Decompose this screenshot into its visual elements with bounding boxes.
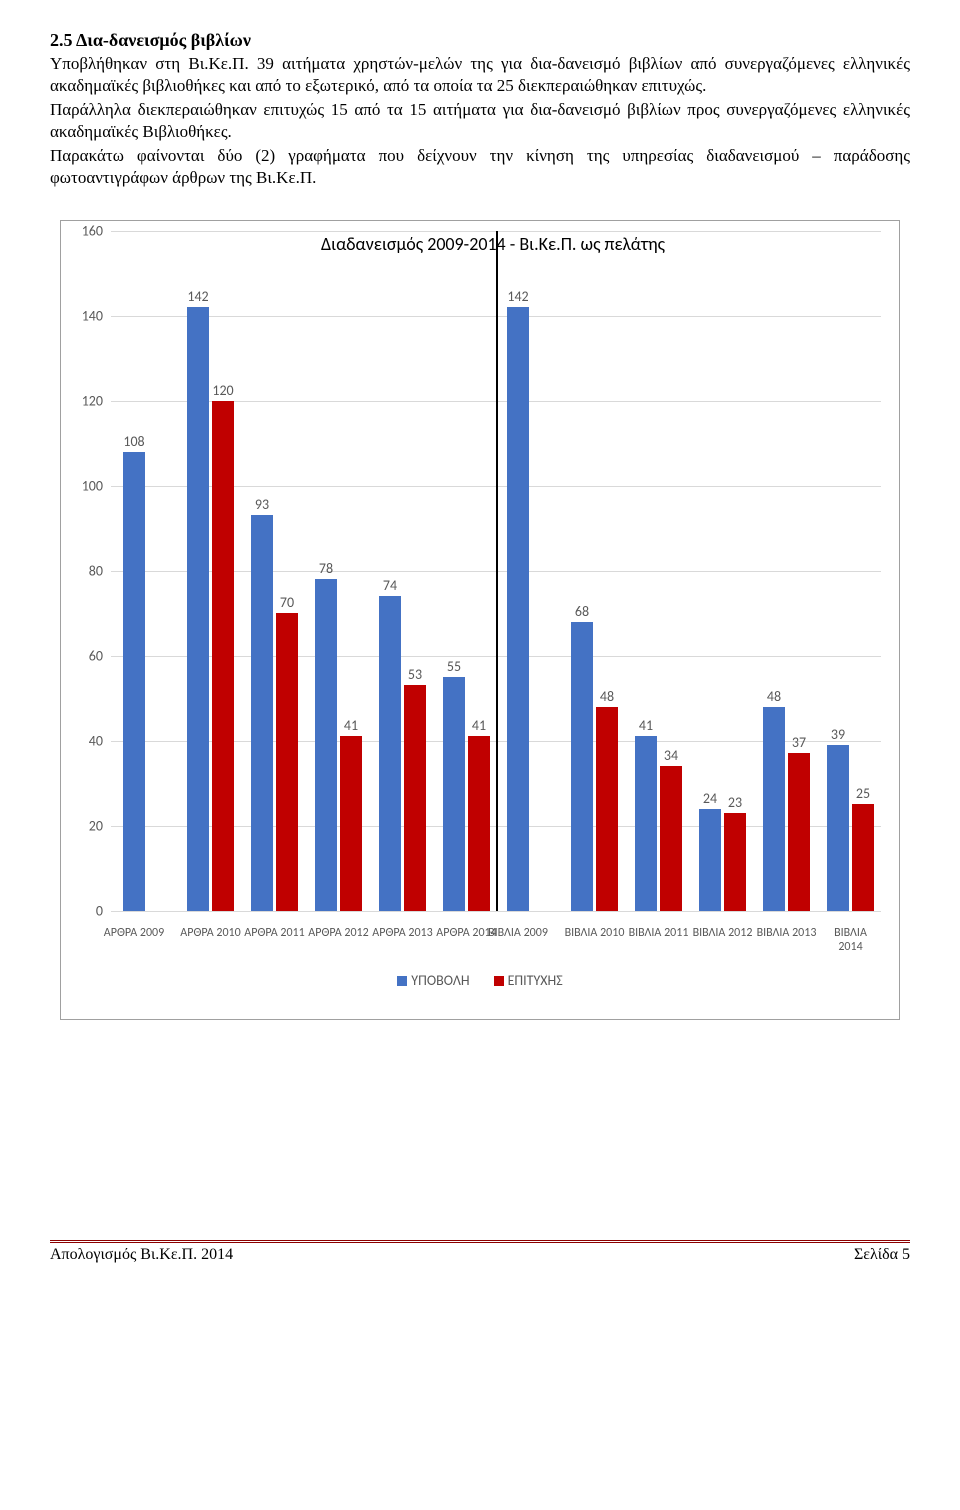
x-axis-label: ΑΡΘΡΑ 2012 — [308, 926, 368, 940]
page-footer: Απολογισμός Βι.Κε.Π. 2014 Σελίδα 5 — [0, 1240, 960, 1264]
bar-value-label: 48 — [600, 688, 614, 707]
chart-divider — [496, 231, 498, 911]
bar-value-label: 70 — [280, 594, 294, 613]
paragraph-2: Παράλληλα διεκπεραιώθηκαν επιτυχώς 15 απ… — [50, 99, 910, 143]
x-axis-label: ΑΡΘΡΑ 2009 — [104, 926, 164, 940]
bar-value-label: 93 — [255, 496, 269, 515]
section-title: 2.5 Δια-δανεισμός βιβλίων — [50, 30, 910, 51]
legend-item: ΥΠΟΒΟΛΗ — [397, 972, 469, 989]
y-axis-label: 100 — [82, 477, 111, 494]
y-axis-label: 80 — [89, 562, 111, 579]
bar-series2: 37 — [788, 753, 810, 910]
x-axis-label: ΒΙΒΛΙΑ 2013 — [757, 926, 817, 940]
bar-series2: 70 — [276, 613, 298, 911]
legend-item: ΕΠΙΤΥΧΗΣ — [494, 972, 563, 989]
x-axis-label: ΒΙΒΛΙΑ 2014 — [834, 926, 867, 954]
bar-series1: 142 — [507, 307, 529, 911]
bar-value-label: 48 — [767, 688, 781, 707]
x-axis-label: ΒΙΒΛΙΑ 2010 — [565, 926, 625, 940]
paragraph-3: Παρακάτω φαίνονται δύο (2) γραφήματα που… — [50, 145, 910, 189]
bar-series2: 48 — [596, 707, 618, 911]
gridline — [111, 911, 881, 912]
bar-value-label: 68 — [575, 603, 589, 622]
y-axis-label: 20 — [89, 817, 111, 834]
bar-value-label: 39 — [831, 726, 845, 745]
bar-series1: 68 — [571, 622, 593, 911]
bar-value-label: 24 — [703, 790, 717, 809]
bar-series2: 41 — [468, 736, 490, 910]
bar-value-label: 142 — [187, 288, 208, 307]
bar-series1: 78 — [315, 579, 337, 911]
footer-left: Απολογισμός Βι.Κε.Π. 2014 — [50, 1246, 233, 1264]
bar-value-label: 108 — [123, 433, 144, 452]
bar-value-label: 41 — [472, 717, 486, 736]
bar-series2: 25 — [852, 804, 874, 910]
y-axis-label: 140 — [82, 307, 111, 324]
x-axis-label: ΑΡΘΡΑ 2010 — [180, 926, 240, 940]
y-axis-label: 60 — [89, 647, 111, 664]
bar-series2: 53 — [404, 685, 426, 910]
bar-value-label: 53 — [408, 666, 422, 685]
bar-value-label: 41 — [344, 717, 358, 736]
bar-series1: 48 — [763, 707, 785, 911]
y-axis-label: 120 — [82, 392, 111, 409]
bar-series1: 55 — [443, 677, 465, 911]
bar-series1: 24 — [699, 809, 721, 911]
bar-series1: 41 — [635, 736, 657, 910]
x-axis-label: ΒΙΒΛΙΑ 2009 — [488, 926, 548, 940]
bar-series1: 93 — [251, 515, 273, 910]
bar-series2: 34 — [660, 766, 682, 911]
y-axis-label: 40 — [89, 732, 111, 749]
bar-chart: Διαδανεισμός 2009-2014 - Βι.Κε.Π. ως πελ… — [60, 220, 900, 1020]
x-axis-label: ΑΡΘΡΑ 2011 — [244, 926, 304, 940]
bar-value-label: 23 — [728, 794, 742, 813]
bar-value-label: 25 — [856, 785, 870, 804]
bar-value-label: 142 — [507, 288, 528, 307]
legend-label: ΕΠΙΤΥΧΗΣ — [508, 972, 563, 989]
x-axis-label: ΒΙΒΛΙΑ 2011 — [629, 926, 689, 940]
x-axis-label: ΒΙΒΛΙΑ 2012 — [693, 926, 753, 940]
bar-value-label: 37 — [792, 734, 806, 753]
bar-series1: 74 — [379, 596, 401, 911]
legend-swatch — [397, 976, 407, 986]
bar-value-label: 41 — [639, 717, 653, 736]
bar-series2: 23 — [724, 813, 746, 911]
bar-value-label: 120 — [212, 382, 233, 401]
legend-label: ΥΠΟΒΟΛΗ — [411, 972, 469, 989]
bar-series1: 39 — [827, 745, 849, 911]
bar-value-label: 55 — [447, 658, 461, 677]
x-axis-label: ΑΡΘΡΑ 2013 — [372, 926, 432, 940]
y-axis-label: 0 — [96, 902, 111, 919]
footer-right: Σελίδα 5 — [854, 1246, 910, 1264]
bar-series2: 41 — [340, 736, 362, 910]
y-axis-label: 160 — [82, 222, 111, 239]
bar-series1: 142 — [187, 307, 209, 911]
bar-series2: 120 — [212, 401, 234, 911]
bar-value-label: 34 — [664, 747, 678, 766]
legend-swatch — [494, 976, 504, 986]
legend: ΥΠΟΒΟΛΗ ΕΠΙΤΥΧΗΣ — [61, 972, 899, 989]
bar-series1: 108 — [123, 452, 145, 911]
bar-value-label: 74 — [383, 577, 397, 596]
bar-value-label: 78 — [319, 560, 333, 579]
paragraph-1: Υποβλήθηκαν στη Βι.Κε.Π. 39 αιτήματα χρη… — [50, 53, 910, 97]
footer-rule — [50, 1240, 910, 1243]
